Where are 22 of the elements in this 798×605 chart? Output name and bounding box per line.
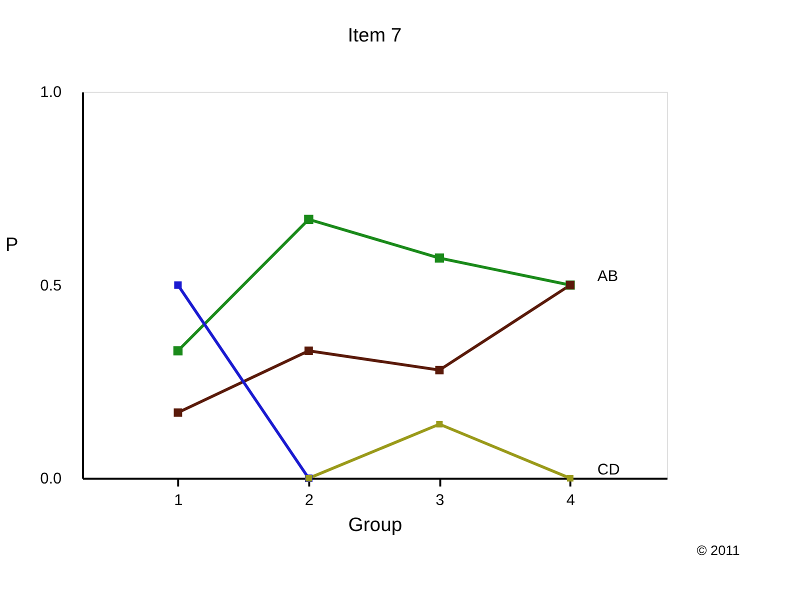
y-tick-label: 0.5 <box>40 277 62 294</box>
y-tick-label: 0.0 <box>40 470 62 488</box>
point <box>434 253 444 263</box>
point <box>174 281 182 289</box>
x-tick-label: 3 <box>436 492 444 509</box>
point <box>304 346 313 355</box>
point <box>174 408 182 417</box>
point <box>435 366 444 374</box>
chart-title: Item 7 <box>348 24 402 46</box>
point <box>304 214 314 224</box>
y-tick-label: 1.0 <box>40 84 62 102</box>
point <box>173 346 183 356</box>
x-tick-label: 2 <box>304 492 314 509</box>
text: © 2011 <box>696 542 740 558</box>
point <box>566 475 574 482</box>
x-tick-label: 4 <box>566 492 576 509</box>
x-axis-title: Group <box>348 514 402 536</box>
y-axis-title: P <box>5 234 18 256</box>
annotation: CD <box>597 461 620 478</box>
annotation: AB <box>597 268 618 286</box>
point <box>436 420 443 428</box>
x-tick-label: 1 <box>174 492 183 509</box>
